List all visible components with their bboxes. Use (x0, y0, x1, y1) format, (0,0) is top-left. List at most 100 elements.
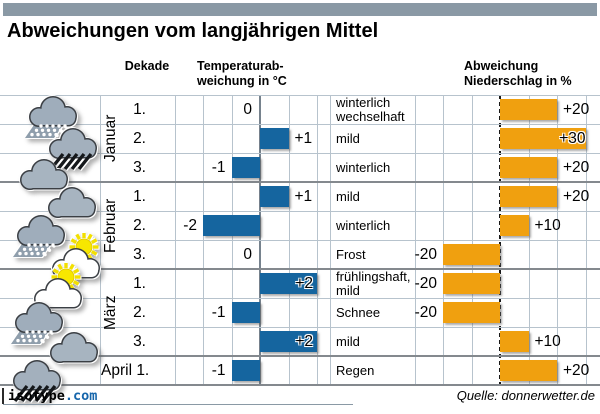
decade-label: 3. (133, 333, 146, 350)
precipitation-bar (500, 331, 529, 352)
weather-description: winterlich (336, 217, 391, 233)
cloud-icon (44, 176, 102, 228)
column-header-temperature: Temperaturab- weichung in °C (197, 59, 287, 89)
temperature-value: -1 (211, 159, 226, 176)
precipitation-value: +20 (563, 159, 590, 176)
precipitation-bar (443, 302, 500, 323)
temperature-value: +1 (294, 188, 313, 205)
month-label: Januar (102, 114, 119, 163)
row-separator-line (0, 153, 600, 154)
precipitation-value: +20 (563, 362, 590, 379)
temperature-bar (231, 302, 260, 323)
weather-description: mild (336, 333, 360, 349)
weather-description: mild (336, 130, 360, 146)
precipitation-value: +20 (563, 188, 590, 205)
precipitation-bar (500, 157, 557, 178)
weather-description: frühlingshaft, mild (336, 268, 411, 298)
precipitation-value: -20 (414, 275, 437, 292)
table-row: 1. +1 mild +20 (0, 182, 600, 211)
isotype-logo: isotype.com (2, 388, 97, 404)
month-label: April 1. (101, 362, 150, 379)
column-header-precipitation-line2: Niederschlag in % (464, 74, 572, 88)
temperature-value: +2 (295, 333, 313, 350)
precipitation-value: +10 (534, 217, 561, 234)
column-header-precipitation-line1: Abweichung (464, 59, 539, 73)
precipitation-bar (500, 128, 586, 149)
page-title: Abweichungen vom langjährigen Mittel (7, 20, 379, 42)
temperature-value: -1 (211, 362, 226, 379)
table-row: -1 Regen +20 (0, 356, 600, 385)
rain-cloud-icon (8, 354, 66, 406)
month-separator-line (0, 355, 600, 357)
column-header-precipitation: Abweichung Niederschlag in % (464, 59, 572, 89)
decade-label: 1. (133, 275, 146, 292)
column-header-temperature-line1: Temperaturab- (197, 59, 284, 73)
temperature-bar (260, 186, 289, 207)
brand-name: isotype (8, 388, 65, 404)
temperature-value: -2 (183, 217, 197, 234)
decade-label: 2. (133, 304, 146, 321)
month-separator-line (0, 268, 600, 270)
decade-label: 3. (133, 246, 146, 263)
row-separator-line (0, 298, 600, 299)
weather-description: Frost (336, 246, 366, 262)
row-separator-line (0, 327, 600, 328)
row-separator-line (0, 95, 600, 96)
footer-rule (3, 404, 353, 405)
cloud-icon (46, 321, 104, 373)
precipitation-value: -20 (414, 304, 437, 321)
temperature-bar (260, 128, 289, 149)
cloud-icon (16, 148, 74, 200)
table-row: 2. +1 mild +30 (0, 124, 600, 153)
decade-label: 3. (133, 159, 146, 176)
table-row: 3. -1 winterlich +20 (0, 153, 600, 182)
precipitation-bar (500, 215, 529, 236)
snow-cloud-icon (24, 90, 82, 142)
weather-description: winterlich (336, 159, 391, 175)
brand-tld: .com (64, 388, 98, 404)
temperature-value: 0 (243, 101, 252, 118)
snow-cloud-icon (10, 296, 68, 348)
temperature-value: +2 (295, 275, 313, 292)
decade-label: 2. (133, 130, 146, 147)
weather-description: winterlich wechselhaft (336, 94, 405, 124)
precipitation-bar (443, 244, 500, 265)
temperature-value: -1 (211, 304, 226, 321)
temperature-bar (231, 360, 260, 381)
decade-label: 1. (133, 188, 146, 205)
table-row: 1. +2 frühlingshaft, mild -20 (0, 269, 600, 298)
weather-description: mild (336, 188, 360, 204)
table-row: 2. -1 Schnee -20 (0, 298, 600, 327)
precipitation-bar (500, 186, 557, 207)
precipitation-value: +30 (559, 130, 586, 147)
temperature-value: +1 (294, 130, 313, 147)
precipitation-value: +20 (563, 101, 590, 118)
column-header-dekade: Dekade (124, 59, 170, 73)
table-row: 1. 0 winterlich wechselhaft +20 (0, 95, 600, 124)
source-credit: Quelle: donnerwetter.de (456, 388, 595, 403)
table-row: 3. +2 mild +10 (0, 327, 600, 356)
table-row: 3. 0 Frost -20 (0, 240, 600, 269)
temperature-bar (203, 215, 260, 236)
weather-description: Regen (336, 362, 375, 378)
month-separator-line (0, 181, 600, 183)
row-separator-line (0, 240, 600, 241)
top-accent-bar (3, 3, 597, 16)
temperature-bar (231, 157, 260, 178)
precipitation-bar (500, 99, 557, 120)
month-separator-line (0, 384, 600, 386)
rain-cloud-icon (44, 122, 102, 174)
temperature-bar (260, 331, 317, 352)
row-separator-line (0, 124, 600, 125)
month-label: Februar (102, 198, 119, 253)
snow-cloud-icon (12, 209, 70, 261)
table-row: 2. -2 winterlich +10 (0, 211, 600, 240)
precipitation-bar (443, 273, 500, 294)
precipitation-value: +10 (534, 333, 561, 350)
column-header-temperature-line2: weichung in °C (197, 74, 287, 88)
temperature-value: 0 (243, 246, 252, 263)
temperature-bar (260, 273, 317, 294)
weather-description: Schnee (336, 304, 381, 320)
decade-label: 2. (133, 217, 146, 234)
